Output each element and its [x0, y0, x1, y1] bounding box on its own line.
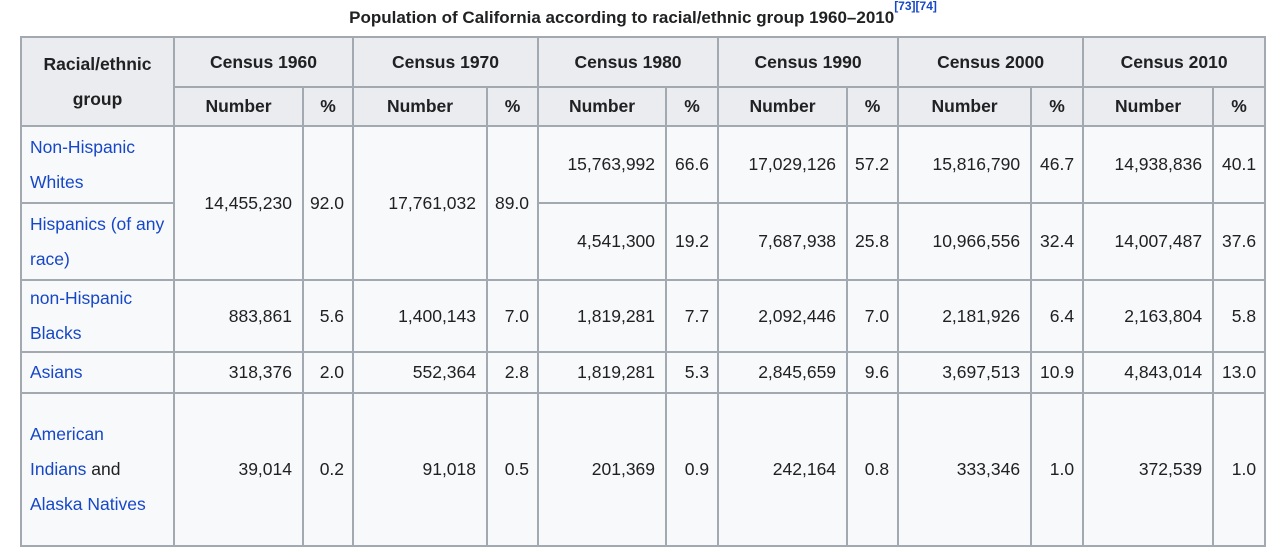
- table-row-hispanics: Hispanics (of any race) 4,541,300 19.2 7…: [21, 203, 1266, 280]
- row-label-cell: Asians: [21, 352, 174, 393]
- link-asians[interactable]: Asians: [30, 362, 83, 382]
- header-percent-1970: %: [487, 87, 539, 126]
- percent-cell: 5.6: [303, 280, 354, 352]
- number-cell-merged-1970: 17,761,032: [353, 126, 488, 280]
- number-cell: 333,346: [898, 393, 1032, 546]
- number-cell: 372,539: [1083, 393, 1214, 546]
- link-hispanics[interactable]: Hispanics (of any race): [30, 213, 165, 269]
- percent-cell: 57.2: [847, 126, 899, 203]
- percent-cell: 32.4: [1031, 203, 1084, 280]
- row-label-cell: non-Hispanic Blacks: [21, 280, 174, 352]
- percent-cell: 0.9: [666, 393, 719, 546]
- percent-cell: 1.0: [1031, 393, 1084, 546]
- number-cell: 3,697,513: [898, 352, 1032, 393]
- reference-73-link[interactable]: [73]: [894, 0, 916, 14]
- percent-cell: 5.8: [1213, 280, 1266, 352]
- header-racial-ethnic-group: Racial/ethnic group: [21, 37, 174, 126]
- number-cell: 15,763,992: [538, 126, 667, 203]
- percent-cell: 0.5: [487, 393, 539, 546]
- percent-cell: 0.8: [847, 393, 899, 546]
- header-census-1960: Census 1960: [174, 37, 354, 87]
- table-row-american-indians-alaska-natives: American Indians and Alaska Natives 39,0…: [21, 393, 1266, 546]
- number-cell: 10,966,556: [898, 203, 1032, 280]
- row-label-cell: American Indians and Alaska Natives: [21, 393, 174, 546]
- percent-cell: 25.8: [847, 203, 899, 280]
- number-cell: 2,092,446: [718, 280, 848, 352]
- number-cell: 883,861: [174, 280, 303, 352]
- percent-cell: 7.0: [847, 280, 899, 352]
- percent-cell: 2.0: [303, 352, 354, 393]
- row-label-cell: Hispanics (of any race): [21, 203, 174, 280]
- percent-cell: 9.6: [847, 352, 899, 393]
- percent-cell: 40.1: [1213, 126, 1266, 203]
- percent-cell: 5.3: [666, 352, 719, 393]
- table-row-non-hispanic-blacks: non-Hispanic Blacks 883,861 5.6 1,400,14…: [21, 280, 1266, 352]
- number-cell: 2,163,804: [1083, 280, 1214, 352]
- number-cell: 2,181,926: [898, 280, 1032, 352]
- table-row-asians: Asians 318,376 2.0 552,364 2.8 1,819,281…: [21, 352, 1266, 393]
- percent-cell: 6.4: [1031, 280, 1084, 352]
- header-percent-2000: %: [1031, 87, 1084, 126]
- header-number-2010: Number: [1083, 87, 1214, 126]
- header-census-2010: Census 2010: [1083, 37, 1266, 87]
- number-cell: 1,819,281: [538, 280, 667, 352]
- link-non-hispanic-blacks[interactable]: non-Hispanic Blacks: [30, 288, 133, 343]
- header-census-1970: Census 1970: [353, 37, 539, 87]
- number-cell: 39,014: [174, 393, 303, 546]
- number-cell: 4,843,014: [1083, 352, 1214, 393]
- percent-cell: 46.7: [1031, 126, 1084, 203]
- header-number-1990: Number: [718, 87, 848, 126]
- percent-cell: 2.8: [487, 352, 539, 393]
- percent-cell-merged-1960: 92.0: [303, 126, 354, 280]
- percent-cell: 0.2: [303, 393, 354, 546]
- number-cell: 2,845,659: [718, 352, 848, 393]
- percent-cell: 1.0: [1213, 393, 1266, 546]
- number-cell-merged-1960: 14,455,230: [174, 126, 303, 280]
- percent-cell: 7.0: [487, 280, 539, 352]
- percent-cell: 66.6: [666, 126, 719, 203]
- number-cell: 201,369: [538, 393, 667, 546]
- header-number-1960: Number: [174, 87, 303, 126]
- caption-text: Population of California according to ra…: [349, 8, 895, 27]
- link-non-hispanic-whites[interactable]: Non-Hispanic Whites: [30, 136, 136, 192]
- subheader-row: Number % Number % Number % Number % Numb…: [21, 87, 1266, 126]
- link-american-indians[interactable]: American Indians: [30, 424, 104, 479]
- census-header-row: Racial/ethnic group Census 1960 Census 1…: [21, 37, 1266, 126]
- header-number-1980: Number: [538, 87, 667, 126]
- number-cell: 552,364: [353, 352, 488, 393]
- number-cell: 15,816,790: [898, 126, 1032, 203]
- number-cell: 17,029,126: [718, 126, 848, 203]
- header-percent-1990: %: [847, 87, 899, 126]
- header-census-1980: Census 1980: [538, 37, 719, 87]
- percent-cell: 10.9: [1031, 352, 1084, 393]
- percent-cell-merged-1970: 89.0: [487, 126, 539, 280]
- number-cell: 318,376: [174, 352, 303, 393]
- number-cell: 91,018: [353, 393, 488, 546]
- label-conjunction: and: [86, 459, 121, 479]
- header-percent-1980: %: [666, 87, 719, 126]
- table-row-non-hispanic-whites: Non-Hispanic Whites 14,455,230 92.0 17,7…: [21, 126, 1266, 280]
- number-cell: 1,819,281: [538, 352, 667, 393]
- number-cell: 14,007,487: [1083, 203, 1214, 280]
- percent-cell: 19.2: [666, 203, 719, 280]
- population-table: Racial/ethnic group Census 1960 Census 1…: [20, 36, 1267, 547]
- header-percent-2010: %: [1213, 87, 1266, 126]
- percent-cell: 7.7: [666, 280, 719, 352]
- reference-74-link[interactable]: [74]: [915, 0, 937, 14]
- number-cell: 242,164: [718, 393, 848, 546]
- header-census-1990: Census 1990: [718, 37, 899, 87]
- number-cell: 4,541,300: [538, 203, 667, 280]
- header-census-2000: Census 2000: [898, 37, 1084, 87]
- percent-cell: 37.6: [1213, 203, 1266, 280]
- link-alaska-natives[interactable]: Alaska Natives: [30, 494, 146, 514]
- number-cell: 14,938,836: [1083, 126, 1214, 203]
- header-number-1970: Number: [353, 87, 488, 126]
- number-cell: 7,687,938: [718, 203, 848, 280]
- header-percent-1960: %: [303, 87, 354, 126]
- header-number-2000: Number: [898, 87, 1032, 126]
- percent-cell: 13.0: [1213, 352, 1266, 393]
- number-cell: 1,400,143: [353, 280, 488, 352]
- table-caption: Population of California according to ra…: [0, 0, 1286, 29]
- row-label-cell: Non-Hispanic Whites: [21, 126, 174, 203]
